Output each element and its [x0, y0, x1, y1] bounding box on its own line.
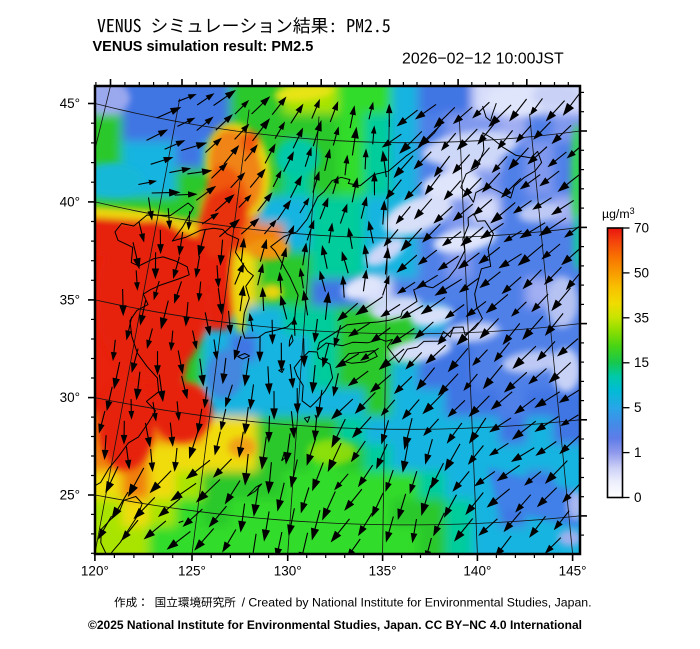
svg-text:30°: 30°: [60, 390, 80, 405]
svg-text:40°: 40°: [60, 194, 80, 209]
svg-text:15: 15: [634, 355, 649, 370]
svg-text:/ Created by National Institut: / Created by National Institute for Envi…: [242, 596, 592, 610]
svg-text:1: 1: [634, 445, 642, 460]
svg-text:70: 70: [634, 221, 649, 236]
svg-text:2026−02−12 10:00JST: 2026−02−12 10:00JST: [402, 51, 564, 68]
svg-text:0: 0: [634, 490, 642, 505]
svg-text:120°: 120°: [81, 564, 109, 579]
svg-text:35°: 35°: [60, 292, 80, 307]
svg-text:125°: 125°: [178, 564, 206, 579]
svg-text:135°: 135°: [369, 564, 397, 579]
svg-text:VENUS simulation result: PM2.5: VENUS simulation result: PM2.5: [93, 39, 314, 55]
svg-text:25°: 25°: [60, 488, 80, 503]
svg-text:µg/m3: µg/m3: [602, 206, 635, 221]
svg-text:50: 50: [634, 265, 649, 280]
svg-text:130°: 130°: [274, 564, 302, 579]
svg-text:45°: 45°: [60, 96, 80, 111]
svg-text:145°: 145°: [559, 564, 587, 579]
svg-text:5: 5: [634, 400, 642, 415]
svg-text:35: 35: [634, 310, 649, 325]
svg-text:140°: 140°: [463, 564, 491, 579]
svg-text:©2025 National Institute for E: ©2025 National Institute for Environment…: [88, 618, 582, 632]
